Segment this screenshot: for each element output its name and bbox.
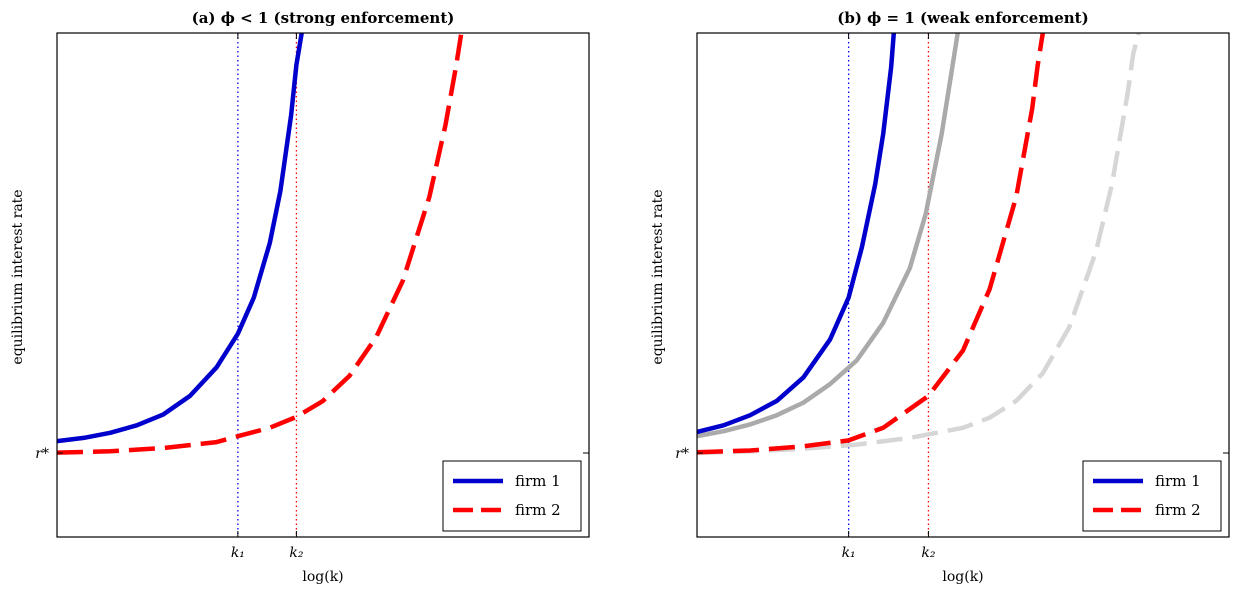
legend-label: firm 2 xyxy=(515,501,561,519)
x-tick-label: k₂ xyxy=(289,545,303,561)
legend: firm 1 firm 2 xyxy=(1082,460,1222,532)
y-axis-label: equilibrium interest rate xyxy=(650,189,666,364)
chart-panel-1: (a) ϕ < 1 (strong enforcement) k₁ k₂ r* log(… xyxy=(10,9,590,585)
legend-label: firm 1 xyxy=(1155,472,1201,490)
legend-label: firm 2 xyxy=(1155,501,1201,519)
series-line-reference-2 xyxy=(697,33,1141,456)
legend-box xyxy=(1082,460,1222,532)
y-tick-label: r* xyxy=(35,446,49,462)
series-line-firm-2 xyxy=(697,33,1046,455)
chart-panel-2: (b) ϕ = 1 (weak enforcement) k₁ k₂ r* log(k)… xyxy=(650,9,1230,585)
legend-label: firm 1 xyxy=(515,472,561,490)
legend: firm 1 firm 2 xyxy=(442,460,582,532)
plot-frame xyxy=(56,32,590,538)
x-axis-label: log(k) xyxy=(942,569,983,585)
plot-frame xyxy=(696,32,1230,538)
x-axis-label: log(k) xyxy=(302,569,343,585)
y-axis-label: equilibrium interest rate xyxy=(10,189,26,364)
legend-box xyxy=(442,460,582,532)
series-line-firm-2 xyxy=(57,33,464,455)
series-line-firm-1 xyxy=(697,33,897,435)
x-tick-label: k₁ xyxy=(231,545,245,561)
chart-title: (b) ϕ = 1 (weak enforcement) xyxy=(837,9,1088,27)
x-tick-label: k₁ xyxy=(842,545,856,561)
y-tick-label: r* xyxy=(675,446,689,462)
x-tick-label: k₂ xyxy=(921,545,935,561)
chart-title: (a) ϕ < 1 (strong enforcement) xyxy=(192,9,455,27)
series-line-firm-1 xyxy=(57,33,304,444)
series-line-reference-1 xyxy=(697,33,960,439)
